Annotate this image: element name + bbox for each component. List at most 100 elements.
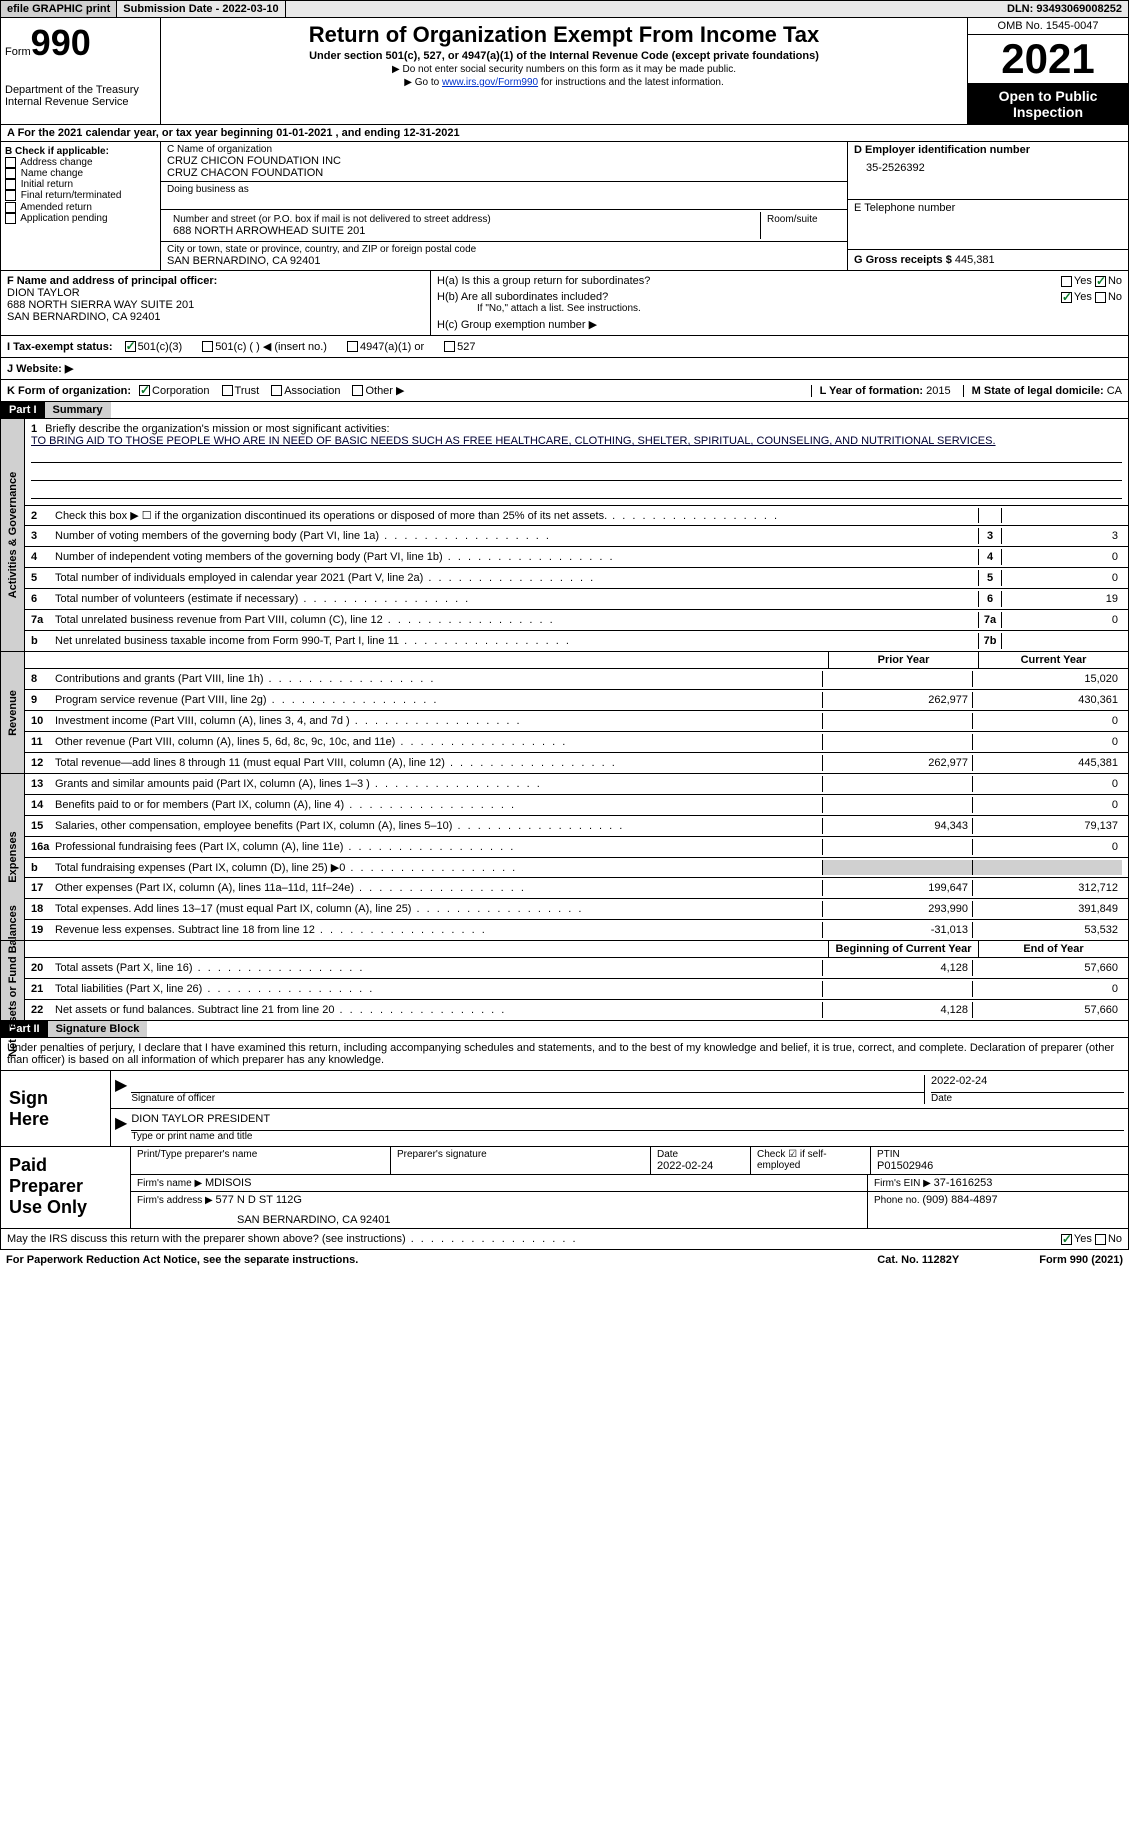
data-line: 12Total revenue—add lines 8 through 11 (… [25, 753, 1128, 773]
hb-note: If "No," attach a list. See instructions… [437, 303, 1122, 314]
data-line: 21Total liabilities (Part X, line 26)0 [25, 979, 1128, 1000]
row-j: J Website: ▶ [0, 358, 1129, 380]
gross-value: 445,381 [955, 254, 995, 266]
street-address: 688 NORTH ARROWHEAD SUITE 201 [173, 225, 754, 237]
ein-value: 35-2526392 [854, 156, 1122, 174]
printed-name-label: Type or print name and title [131, 1131, 1124, 1142]
org-name-label: C Name of organization [167, 144, 841, 155]
declaration-text: Under penalties of perjury, I declare th… [0, 1038, 1129, 1071]
hb-row: H(b) Are all subordinates included? Yes … [437, 291, 1122, 303]
row-i: I Tax-exempt status: 501(c)(3) 501(c) ( … [0, 336, 1129, 358]
prior-year-header: Prior Year [828, 652, 978, 668]
expenses-block: Expenses 13Grants and similar amounts pa… [0, 774, 1129, 941]
summary-line: 5Total number of individuals employed in… [25, 568, 1128, 589]
current-year-header: Current Year [978, 652, 1128, 668]
section-a: A For the 2021 calendar year, or tax yea… [0, 125, 1129, 142]
end-year-header: End of Year [978, 941, 1128, 957]
check-501c[interactable] [202, 341, 213, 352]
data-line: 18Total expenses. Add lines 13–17 (must … [25, 899, 1128, 920]
form-header: Form990 Department of the Treasury Inter… [0, 18, 1129, 125]
instruction-line2: ▶ Go to www.irs.gov/Form990 for instruct… [165, 77, 963, 88]
check-amended[interactable]: Amended return [5, 202, 156, 213]
dept-label: Department of the Treasury [5, 84, 156, 96]
discuss-no[interactable] [1095, 1234, 1106, 1245]
check-initial-return[interactable]: Initial return [5, 179, 156, 190]
sign-here-block: SignHere ▶ Signature of officer 2022-02-… [0, 1071, 1129, 1147]
check-other[interactable] [352, 385, 363, 396]
city-label: City or town, state or province, country… [167, 244, 841, 255]
irs-label: Internal Revenue Service [5, 96, 156, 108]
summary-line: 7aTotal unrelated business revenue from … [25, 610, 1128, 631]
city-state-zip: SAN BERNARDINO, CA 92401 [167, 255, 841, 267]
part1-header: Part I [1, 402, 45, 418]
part2-title: Signature Block [48, 1021, 148, 1037]
data-line: bTotal fundraising expenses (Part IX, co… [25, 858, 1128, 878]
check-address-change[interactable]: Address change [5, 157, 156, 168]
data-line: 9Program service revenue (Part VIII, lin… [25, 690, 1128, 711]
officer-label: F Name and address of principal officer: [7, 275, 424, 287]
check-trust[interactable] [222, 385, 233, 396]
summary-line: bNet unrelated business taxable income f… [25, 631, 1128, 651]
room-label: Room/suite [767, 214, 835, 225]
footer: For Paperwork Reduction Act Notice, see … [0, 1250, 1129, 1270]
check-final-return[interactable]: Final return/terminated [5, 190, 156, 201]
summary-line: 4Number of independent voting members of… [25, 547, 1128, 568]
submission-date: Submission Date - 2022-03-10 [117, 1, 285, 17]
form-title: Return of Organization Exempt From Incom… [165, 22, 963, 48]
org-name-2: CRUZ CHACON FOUNDATION [167, 167, 841, 179]
beg-year-header: Beginning of Current Year [828, 941, 978, 957]
form-label: Form [5, 46, 31, 58]
tax-year: 2021 [968, 35, 1128, 84]
check-app-pending[interactable]: Application pending [5, 213, 156, 224]
discuss-yes[interactable] [1061, 1234, 1072, 1245]
check-527[interactable] [444, 341, 455, 352]
addr-label: Number and street (or P.O. box if mail i… [173, 214, 754, 225]
data-line: 22Net assets or fund balances. Subtract … [25, 1000, 1128, 1020]
ha-row: H(a) Is this a group return for subordin… [437, 275, 1122, 287]
summary-line: 6Total number of volunteers (estimate if… [25, 589, 1128, 610]
check-4947[interactable] [347, 341, 358, 352]
block-fh: F Name and address of principal officer:… [0, 271, 1129, 336]
check-name-change[interactable]: Name change [5, 168, 156, 179]
omb-number: OMB No. 1545-0047 [968, 18, 1128, 35]
org-name-1: CRUZ CHICON FOUNDATION INC [167, 155, 841, 167]
col-b-heading: B Check if applicable: [5, 146, 156, 157]
dln: DLN: 93493069008252 [1001, 1, 1128, 17]
summary-line: 2Check this box ▶ ☐ if the organization … [25, 506, 1128, 526]
data-line: 16aProfessional fundraising fees (Part I… [25, 837, 1128, 858]
gross-label: G Gross receipts $ [854, 254, 955, 266]
mission-text: TO BRING AID TO THOSE PEOPLE WHO ARE IN … [31, 435, 1122, 447]
officer-printed: DION TAYLOR PRESIDENT [131, 1113, 1124, 1131]
instruction-line1: ▶ Do not enter social security numbers o… [165, 64, 963, 75]
data-line: 17Other expenses (Part IX, column (A), l… [25, 878, 1128, 899]
arrow-icon: ▶ [115, 1113, 127, 1142]
check-501c3[interactable] [125, 341, 136, 352]
irs-link[interactable]: www.irs.gov/Form990 [442, 77, 538, 88]
row-klm: K Form of organization: Corporation Trus… [0, 380, 1129, 402]
officer-name: DION TAYLOR [7, 287, 424, 299]
hc-row: H(c) Group exemption number ▶ [437, 318, 1122, 331]
data-line: 8Contributions and grants (Part VIII, li… [25, 669, 1128, 690]
phone-label: E Telephone number [854, 202, 1122, 214]
data-line: 20Total assets (Part X, line 16)4,12857,… [25, 958, 1128, 979]
data-line: 15Salaries, other compensation, employee… [25, 816, 1128, 837]
dba-label: Doing business as [167, 184, 841, 195]
efile-btn[interactable]: efile GRAPHIC print [1, 1, 117, 17]
arrow-icon: ▶ [115, 1075, 127, 1104]
summary-line: 3Number of voting members of the governi… [25, 526, 1128, 547]
check-assoc[interactable] [271, 385, 282, 396]
data-line: 13Grants and similar amounts paid (Part … [25, 774, 1128, 795]
side-revenue: Revenue [7, 690, 19, 736]
sig-date-label: Date [931, 1093, 1124, 1104]
discuss-row: May the IRS discuss this return with the… [0, 1229, 1129, 1250]
data-line: 14Benefits paid to or for members (Part … [25, 795, 1128, 816]
officer-addr1: 688 NORTH SIERRA WAY SUITE 201 [7, 299, 424, 311]
revenue-block: Revenue Prior Year Current Year 8Contrib… [0, 652, 1129, 774]
form-subtitle: Under section 501(c), 527, or 4947(a)(1)… [165, 50, 963, 62]
check-corp[interactable] [139, 385, 150, 396]
data-line: 10Investment income (Part VIII, column (… [25, 711, 1128, 732]
governance-block: Activities & Governance 1Briefly describ… [0, 419, 1129, 652]
block-bcd: B Check if applicable: Address change Na… [0, 142, 1129, 271]
part1-title: Summary [45, 402, 111, 418]
side-expenses: Expenses [7, 831, 19, 882]
